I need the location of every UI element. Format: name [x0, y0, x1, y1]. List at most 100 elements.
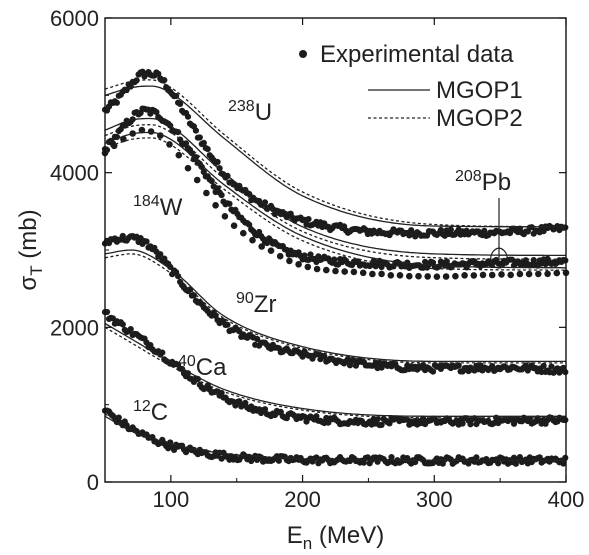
data-point-12C-188	[473, 454, 480, 461]
mass-number: 90	[236, 290, 254, 307]
x-axis-symbol: E	[287, 522, 303, 549]
data-point-238U-73	[246, 190, 253, 198]
data-point-184W-35	[424, 273, 432, 280]
data-point-184W-24	[323, 266, 330, 274]
data-point-184W-12	[212, 202, 219, 209]
annotations: 238U 208Pb 184W 90Zr 40Ca 12C	[133, 98, 511, 426]
data-point-90Zr-222	[540, 362, 547, 370]
data-point-238U-30	[161, 77, 168, 84]
data-point-40Ca-138	[374, 416, 381, 423]
data-point-40Ca-29	[159, 349, 166, 356]
mgop1-line-90Zr	[104, 249, 566, 363]
mass-number: 208	[455, 168, 482, 185]
x-axis-title: En (MeV)	[287, 522, 384, 553]
data-point-12C-232	[560, 460, 567, 467]
data-point-184W-41	[479, 271, 487, 279]
mgop2-line-12C	[104, 413, 566, 461]
data-point-208Pb-116	[331, 256, 338, 263]
data-point-184W-30	[378, 270, 385, 278]
series-90Zr	[101, 232, 569, 376]
mgop1-line-208Pb	[104, 117, 566, 257]
series-label-208Pb: 208Pb	[455, 168, 511, 196]
element-symbol: W	[160, 194, 183, 221]
data-point-238U-27	[155, 70, 162, 77]
mgop2-line-90Zr	[104, 253, 566, 364]
legend-label-solid: MGOP1	[436, 77, 523, 104]
y-axis-symbol: σ	[15, 276, 42, 291]
mgop2-line-238U	[104, 79, 566, 228]
data-point-184W-25	[332, 267, 339, 275]
series-label-238U: 238U	[228, 98, 272, 126]
data-point-184W-27	[350, 268, 358, 276]
data-point-184W-20	[286, 257, 293, 265]
x-tick-label-200: 200	[284, 487, 321, 512]
data-point-184W-49	[553, 269, 561, 277]
data-point-40Ca-9	[119, 321, 126, 328]
data-point-184W-33	[406, 272, 413, 280]
data-point-184W-18	[267, 247, 275, 254]
data-point-184W-48	[544, 270, 551, 278]
y-tick-label-0: 0	[87, 470, 99, 495]
data-point-184W-36	[433, 273, 441, 281]
data-point-184W-9	[184, 164, 192, 172]
data-point-184W-5	[147, 128, 155, 135]
series-208Pb	[101, 105, 569, 271]
legend-marker-dot	[299, 50, 307, 58]
pb-label-pointer	[490, 198, 508, 269]
data-point-184W-14	[230, 222, 238, 229]
data-point-184W-22	[304, 263, 312, 271]
data-point-12C-145	[388, 454, 395, 461]
data-point-208Pb-63	[226, 200, 233, 207]
pointer-ellipse	[490, 247, 508, 269]
data-point-184W-40	[470, 272, 478, 279]
data-point-184W-19	[276, 252, 284, 260]
data-point-208Pb-73	[246, 221, 253, 228]
data-point-12C-210	[516, 454, 524, 461]
data-point-238U-58	[216, 165, 223, 172]
data-point-184W-28	[359, 269, 367, 277]
data-point-184W-43	[498, 271, 505, 278]
data-point-184W-42	[488, 271, 496, 279]
data-point-90Zr-62	[224, 321, 231, 328]
data-point-184W-8	[175, 151, 183, 159]
data-point-184W-39	[461, 272, 468, 279]
legend-label-dashed: MGOP2	[436, 105, 523, 132]
data-point-12C-7	[115, 414, 122, 421]
data-point-40Ca-140	[378, 421, 385, 428]
series-40Ca	[101, 308, 569, 429]
mgop2-line-40Ca	[104, 326, 566, 419]
data-point-184W-17	[258, 243, 266, 250]
data-point-184W-37	[442, 273, 450, 280]
data-point-238U-52	[204, 146, 211, 153]
data-point-184W-4	[138, 126, 146, 134]
element-symbol: Zr	[254, 291, 277, 318]
data-point-184W-10	[193, 176, 201, 184]
legend-entry-dashed: MGOP2	[368, 105, 523, 132]
element-symbol: Pb	[482, 169, 511, 196]
mgop1-line-40Ca	[104, 322, 566, 417]
legend-label-dots: Experimental data	[320, 41, 514, 68]
data-point-90Zr-226	[548, 363, 555, 370]
series-184W	[101, 126, 570, 281]
mass-number: 184	[133, 193, 160, 210]
data-point-184W-21	[295, 261, 302, 268]
data-point-184W-38	[452, 272, 459, 280]
data-point-40Ca-181	[459, 420, 466, 427]
data-point-184W-44	[507, 271, 514, 279]
mass-number: 40	[178, 353, 196, 370]
data-point-238U-38	[177, 100, 184, 107]
data-point-12C-88	[275, 457, 282, 464]
data-point-12C-199	[495, 460, 502, 467]
y-tick-label-6000: 6000	[50, 6, 99, 31]
series-238U	[101, 68, 569, 240]
data-point-238U-46	[192, 127, 199, 134]
series-12C	[101, 407, 569, 467]
data-point-184W-31	[387, 272, 395, 279]
data-point-238U-6	[113, 99, 120, 106]
data-point-184W-11	[203, 189, 210, 197]
data-point-238U-48	[196, 134, 203, 141]
data-point-238U-50	[200, 139, 207, 147]
legend-entry-solid: MGOP1	[368, 77, 523, 104]
